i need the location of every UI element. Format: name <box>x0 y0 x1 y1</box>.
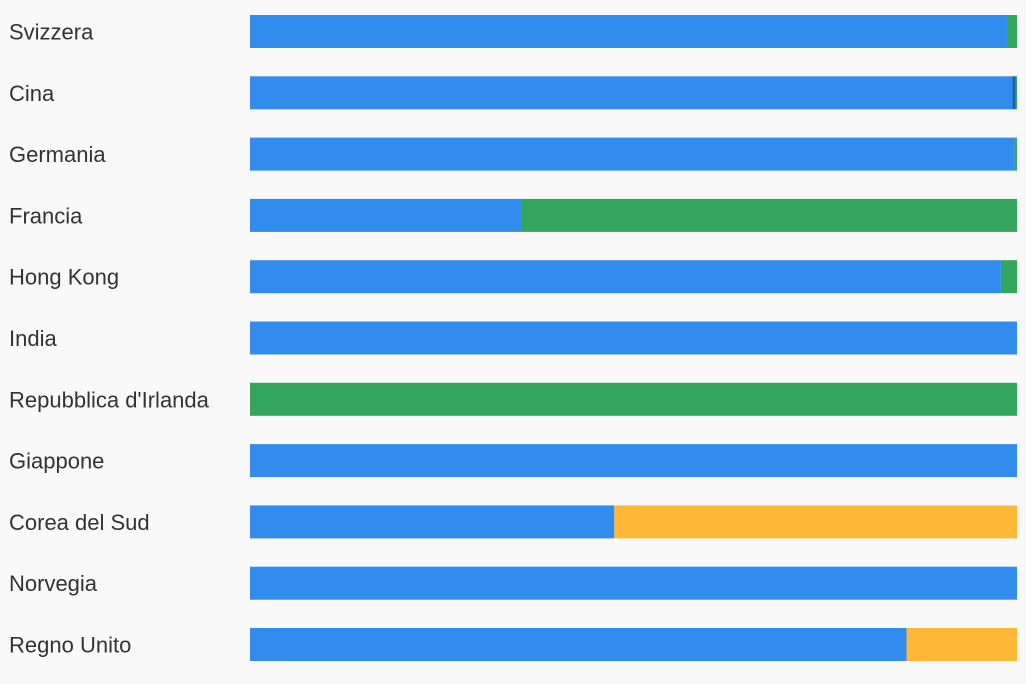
bar-segment-cina-1 <box>1012 76 1016 110</box>
bar-segment-hong-kong-0 <box>250 260 1001 294</box>
category-labels: Svizzera Cina Germania Francia Hong Kong Indi… <box>9 20 210 658</box>
category-label-hong-kong: Hong Kong <box>9 265 119 290</box>
category-label-francia: Francia <box>9 203 83 228</box>
bar-segment-francia-0 <box>250 198 522 232</box>
category-label-giappone: Giappone <box>9 449 104 474</box>
bar-segment-cina-2 <box>1015 76 1017 110</box>
category-label-cina: Cina <box>9 81 55 106</box>
bar-segment-repubblica-d-irlanda-2 <box>250 382 1017 416</box>
bar-segment-norvegia-0 <box>250 566 1017 600</box>
bar-segment-svizzera-0 <box>250 15 1008 48</box>
bar-segment-germania-2 <box>1014 137 1017 171</box>
bar-segment-india-0 <box>250 321 1017 355</box>
category-label-svizzera: Svizzera <box>9 20 94 45</box>
category-label-norvegia: Norvegia <box>9 571 98 596</box>
bar-segment-regno-unito-0 <box>250 628 907 661</box>
category-label-repubblica-d-irlanda: Repubblica d'Irlanda <box>9 387 210 412</box>
category-label-corea-del-sud: Corea del Sud <box>9 510 150 535</box>
bars <box>250 15 1017 661</box>
bar-segment-hong-kong-2 <box>1000 260 1017 294</box>
bar-segment-francia-2 <box>521 198 1017 232</box>
category-label-india: India <box>9 326 57 351</box>
bar-segment-corea-del-sud-3 <box>614 505 1017 539</box>
bar-segment-giappone-0 <box>250 444 1017 478</box>
bar-segment-svizzera-2 <box>1007 15 1017 48</box>
bar-segment-corea-del-sud-0 <box>250 505 615 539</box>
category-label-regno-unito: Regno Unito <box>9 633 131 658</box>
bar-segment-regno-unito-3 <box>906 628 1017 661</box>
category-label-germania: Germania <box>9 142 106 167</box>
bar-segment-germania-0 <box>250 137 1015 171</box>
bar-segment-cina-0 <box>250 76 1013 110</box>
